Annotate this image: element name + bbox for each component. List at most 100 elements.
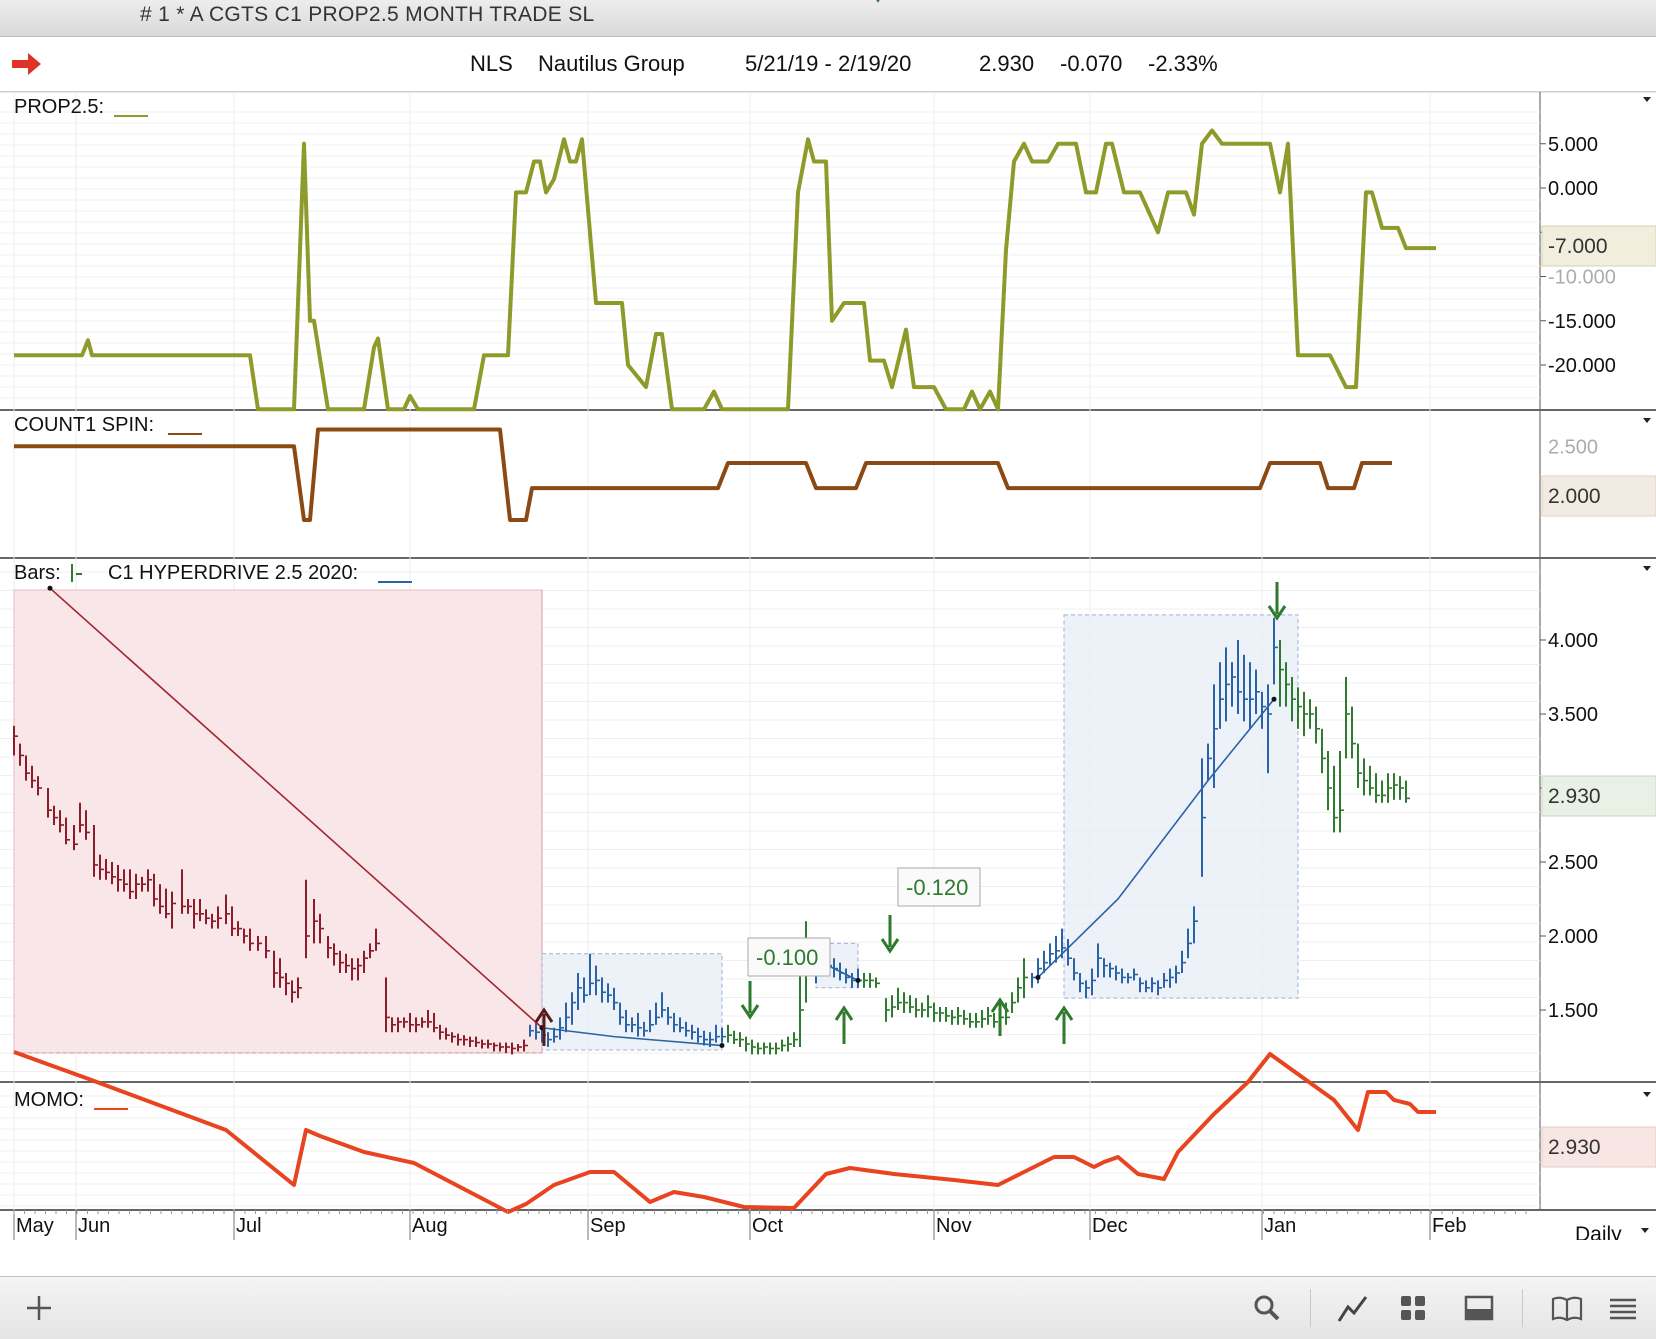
- month-label: Dec: [1092, 1215, 1128, 1237]
- prop-tick-label: -10.000: [1548, 267, 1616, 289]
- month-label: Aug: [412, 1215, 448, 1237]
- month-label: Sep: [590, 1215, 626, 1237]
- momo-panel: [13, 1050, 1436, 1214]
- year-label: 20: [1264, 1237, 1286, 1240]
- arrow-head: [1267, 605, 1287, 621]
- price-tick-label: 2.000: [1548, 926, 1598, 948]
- exit-arrow-icon: [1267, 582, 1287, 621]
- exit-arrow-icon: [880, 915, 900, 954]
- count-value-tag: [1541, 475, 1656, 517]
- price-panel: 4.000 3.500 2.500 2.000 1.500: [13, 0, 1598, 1055]
- chevron-down-icon[interactable]: [1643, 1092, 1651, 1097]
- book-icon[interactable]: [1550, 1291, 1584, 1325]
- trade-annotation-box: [747, 937, 831, 977]
- losing-trade-region: [13, 589, 543, 1054]
- trade-annotation-box: [897, 867, 981, 907]
- period-label[interactable]: Daily: [1575, 1223, 1622, 1240]
- trade-point: [1035, 974, 1041, 980]
- prop-tick-label: 5.000: [1548, 134, 1598, 156]
- entry-arrow-icon: [1054, 1005, 1074, 1044]
- window-titlebar: # 1 * A CGTS C1 PROP2.5 MONTH TRADE SL: [0, 0, 1656, 37]
- chevron-down-icon[interactable]: [1643, 418, 1651, 423]
- symbol-ticker: NLS: [470, 51, 513, 76]
- count-value: 2.000: [1548, 485, 1601, 508]
- price-tick-label: 3.500: [1548, 704, 1598, 726]
- arrow-head: [990, 997, 1010, 1013]
- symbol-name: Nautilus Group: [538, 51, 685, 76]
- grid-icon[interactable]: [1396, 1291, 1430, 1325]
- chevron-down-icon[interactable]: [1643, 566, 1651, 571]
- plus-icon[interactable]: [22, 1291, 56, 1325]
- trade-point: [855, 977, 861, 983]
- x-axis: May Jun Jul Aug Sep Oct Nov Dec Jan Feb 19 20: [13, 1210, 1527, 1240]
- month-label: Jun: [78, 1215, 110, 1237]
- prop-value: -7.000: [1548, 235, 1608, 258]
- trade-point: [47, 585, 53, 591]
- month-label: Oct: [752, 1215, 784, 1237]
- prop-tick-label: -15.000: [1548, 311, 1616, 333]
- arrow-head: [834, 1005, 854, 1021]
- count-label: COUNT1 SPIN:: [14, 414, 154, 436]
- exit-arrow-icon: [740, 981, 760, 1020]
- date-range: 5/21/19 - 2/19/20: [745, 51, 912, 76]
- percent-change: -2.33%: [1148, 51, 1218, 76]
- month-label: Jan: [1264, 1215, 1296, 1237]
- momo-series-line: [13, 1050, 1436, 1214]
- panel-icon[interactable]: [1462, 1291, 1496, 1325]
- trade-annotation: -0.100: [756, 945, 818, 970]
- line-tool-icon[interactable]: [1336, 1291, 1370, 1325]
- window-title: # 1 * A CGTS C1 PROP2.5 MONTH TRADE SL: [140, 3, 595, 26]
- count-series-line: [14, 427, 1392, 522]
- arrow-head: [880, 938, 900, 954]
- entry-arrow-icon: [990, 997, 1010, 1036]
- price-change: -0.070: [1060, 51, 1123, 76]
- trade-point: [1271, 696, 1277, 702]
- month-label: May: [16, 1215, 54, 1237]
- entry-arrow-icon: [534, 1007, 554, 1046]
- trade-point: [719, 1043, 725, 1049]
- last-price: 2.930: [979, 51, 1035, 76]
- month-label: Feb: [1432, 1215, 1466, 1237]
- momo-value-tag: [1541, 1126, 1656, 1168]
- price-value: 2.930: [1548, 785, 1601, 808]
- month-label: Nov: [936, 1215, 972, 1237]
- price-value-tag: [1541, 775, 1656, 817]
- hyperdrive-line: [1037, 698, 1275, 979]
- count-panel: 2.500: [14, 427, 1598, 522]
- prop-tick-label: -20.000: [1548, 355, 1616, 377]
- arrow-head: [740, 1004, 760, 1020]
- prop-tick-label: 0.000: [1548, 178, 1598, 200]
- arrow-head: [1054, 1005, 1074, 1021]
- trade-region: [541, 953, 723, 1051]
- hyperdrive-line: [49, 587, 543, 1029]
- momo-label: MOMO:: [14, 1089, 84, 1111]
- bottom-toolbar: [0, 1276, 1656, 1339]
- count-tick-label: 2.500: [1548, 436, 1598, 458]
- arrow-head: [534, 1007, 554, 1023]
- bars-label: Bars:: [14, 562, 61, 584]
- hyperdrive-line: [541, 1026, 723, 1047]
- entry-arrow-icon: [834, 1005, 854, 1044]
- prop-series-line: [14, 128, 1436, 412]
- chevron-down-icon[interactable]: [1643, 97, 1651, 102]
- price-tick-label: 2.500: [1548, 852, 1598, 874]
- price-tick-label: 4.000: [1548, 630, 1598, 652]
- price-tick-label: 1.500: [1548, 1000, 1598, 1022]
- trade-region: [1063, 614, 1299, 999]
- prop-label: PROP2.5:: [14, 96, 104, 118]
- trade-regions: [13, 589, 1299, 1054]
- menu-icon[interactable]: [1606, 1291, 1640, 1325]
- chevron-down-icon[interactable]: [1641, 1228, 1649, 1233]
- red-arrow-icon[interactable]: [12, 52, 42, 76]
- month-label: Jul: [236, 1215, 262, 1237]
- year-label: 19: [16, 1237, 38, 1240]
- prop-value-tag: [1541, 225, 1656, 267]
- trade-annotation: -0.120: [906, 875, 968, 900]
- symbol-header: NLS Nautilus Group 5/21/19 - 2/19/20 2.9…: [0, 37, 1656, 92]
- study-label: C1 HYPERDRIVE 2.5 2020:: [108, 562, 358, 584]
- search-icon[interactable]: [1250, 1291, 1284, 1325]
- momo-value: 2.930: [1548, 1136, 1601, 1159]
